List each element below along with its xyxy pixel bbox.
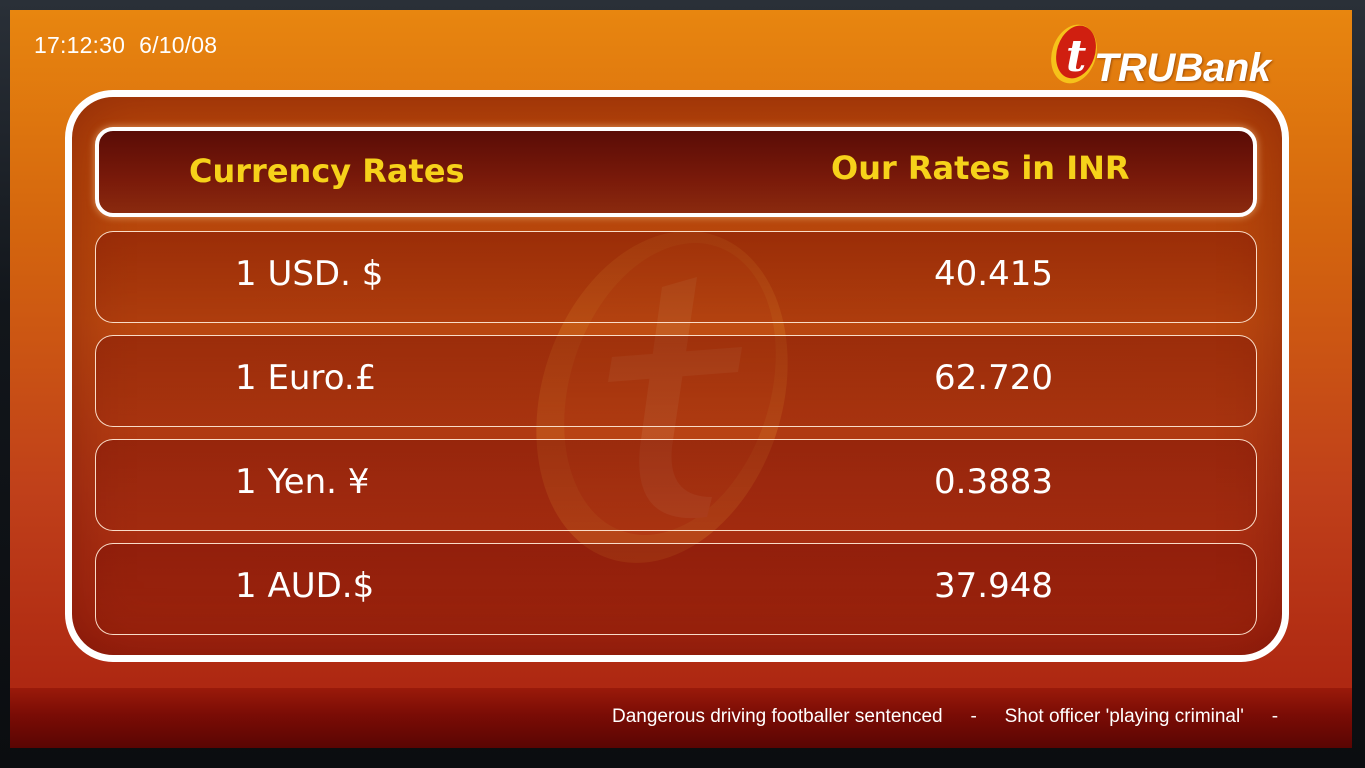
ticker-track: Dangerous driving footballer sentenced - S…: [612, 706, 1306, 728]
currency-label: 1 Yen. ¥: [235, 462, 370, 502]
header-currency-rates: Currency Rates: [189, 152, 465, 190]
rate-row-euro: 1 Euro.£ 62.720: [95, 335, 1257, 427]
ticker-item: Dangerous driving footballer sentenced: [612, 706, 943, 727]
currency-label: 1 Euro.£: [235, 358, 377, 398]
currency-label: 1 USD. $: [235, 254, 384, 294]
rate-row-usd: 1 USD. $ 40.415: [95, 231, 1257, 323]
logo-t-icon: t: [1051, 24, 1097, 84]
currency-label: 1 AUD.$: [235, 566, 375, 606]
table-header: Currency Rates Our Rates in INR: [95, 127, 1257, 217]
watermark-t-icon: [536, 231, 788, 563]
trubank-logo: t TRUBank: [1038, 16, 1338, 96]
rate-row-yen: 1 Yen. ¥ 0.3883: [95, 439, 1257, 531]
clock-readout: 17:12:30 6/10/08: [34, 32, 231, 59]
header-our-rates: Our Rates in INR: [831, 149, 1130, 187]
rate-value: 0.3883: [934, 462, 1053, 502]
ticker-separator: -: [1271, 706, 1279, 727]
clock-time: 17:12:30: [34, 32, 126, 58]
ticker-item: Shot officer 'playing criminal': [1004, 706, 1244, 727]
clock-date: 6/10/08: [139, 32, 218, 58]
ticker-separator: -: [970, 706, 977, 727]
rate-value: 40.415: [934, 254, 1053, 294]
logo-letter: t: [1066, 31, 1086, 82]
news-ticker: Dangerous driving footballer sentenced - S…: [10, 688, 1352, 748]
rates-board: Currency Rates Our Rates in INR 1 USD. $…: [65, 90, 1289, 662]
rate-value: 62.720: [934, 358, 1053, 398]
rate-row-aud: 1 AUD.$ 37.948: [95, 543, 1257, 635]
rate-value: 37.948: [934, 566, 1053, 606]
signage-screen: 17:12:30 6/10/08 t TRUBank Currency Rates…: [10, 10, 1352, 748]
brand-name: TRUBank: [1094, 46, 1271, 90]
